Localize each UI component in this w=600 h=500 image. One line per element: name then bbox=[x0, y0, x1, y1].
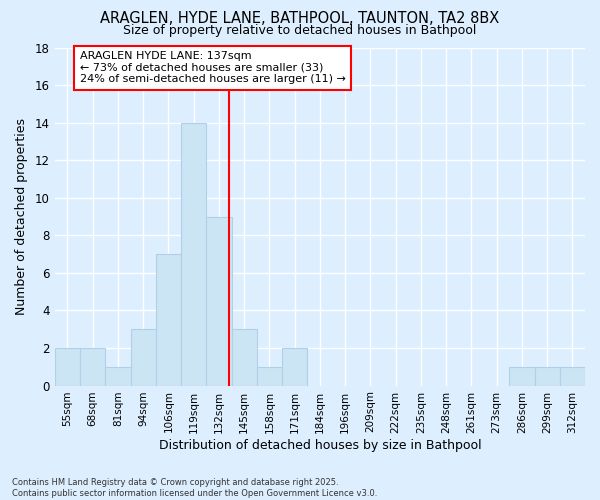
X-axis label: Distribution of detached houses by size in Bathpool: Distribution of detached houses by size … bbox=[158, 440, 481, 452]
Bar bbox=[535, 367, 560, 386]
Bar bbox=[282, 348, 307, 386]
Bar bbox=[131, 329, 156, 386]
Text: ARAGLEN, HYDE LANE, BATHPOOL, TAUNTON, TA2 8BX: ARAGLEN, HYDE LANE, BATHPOOL, TAUNTON, T… bbox=[100, 11, 500, 26]
Bar bbox=[156, 254, 181, 386]
Text: Size of property relative to detached houses in Bathpool: Size of property relative to detached ho… bbox=[124, 24, 476, 37]
Bar bbox=[232, 329, 257, 386]
Bar bbox=[509, 367, 535, 386]
Bar bbox=[80, 348, 106, 386]
Bar bbox=[560, 367, 585, 386]
Text: Contains HM Land Registry data © Crown copyright and database right 2025.
Contai: Contains HM Land Registry data © Crown c… bbox=[12, 478, 377, 498]
Text: ARAGLEN HYDE LANE: 137sqm
← 73% of detached houses are smaller (33)
24% of semi-: ARAGLEN HYDE LANE: 137sqm ← 73% of detac… bbox=[80, 52, 346, 84]
Bar bbox=[206, 216, 232, 386]
Bar bbox=[55, 348, 80, 386]
Bar bbox=[106, 367, 131, 386]
Bar bbox=[181, 122, 206, 386]
Y-axis label: Number of detached properties: Number of detached properties bbox=[15, 118, 28, 315]
Bar bbox=[257, 367, 282, 386]
